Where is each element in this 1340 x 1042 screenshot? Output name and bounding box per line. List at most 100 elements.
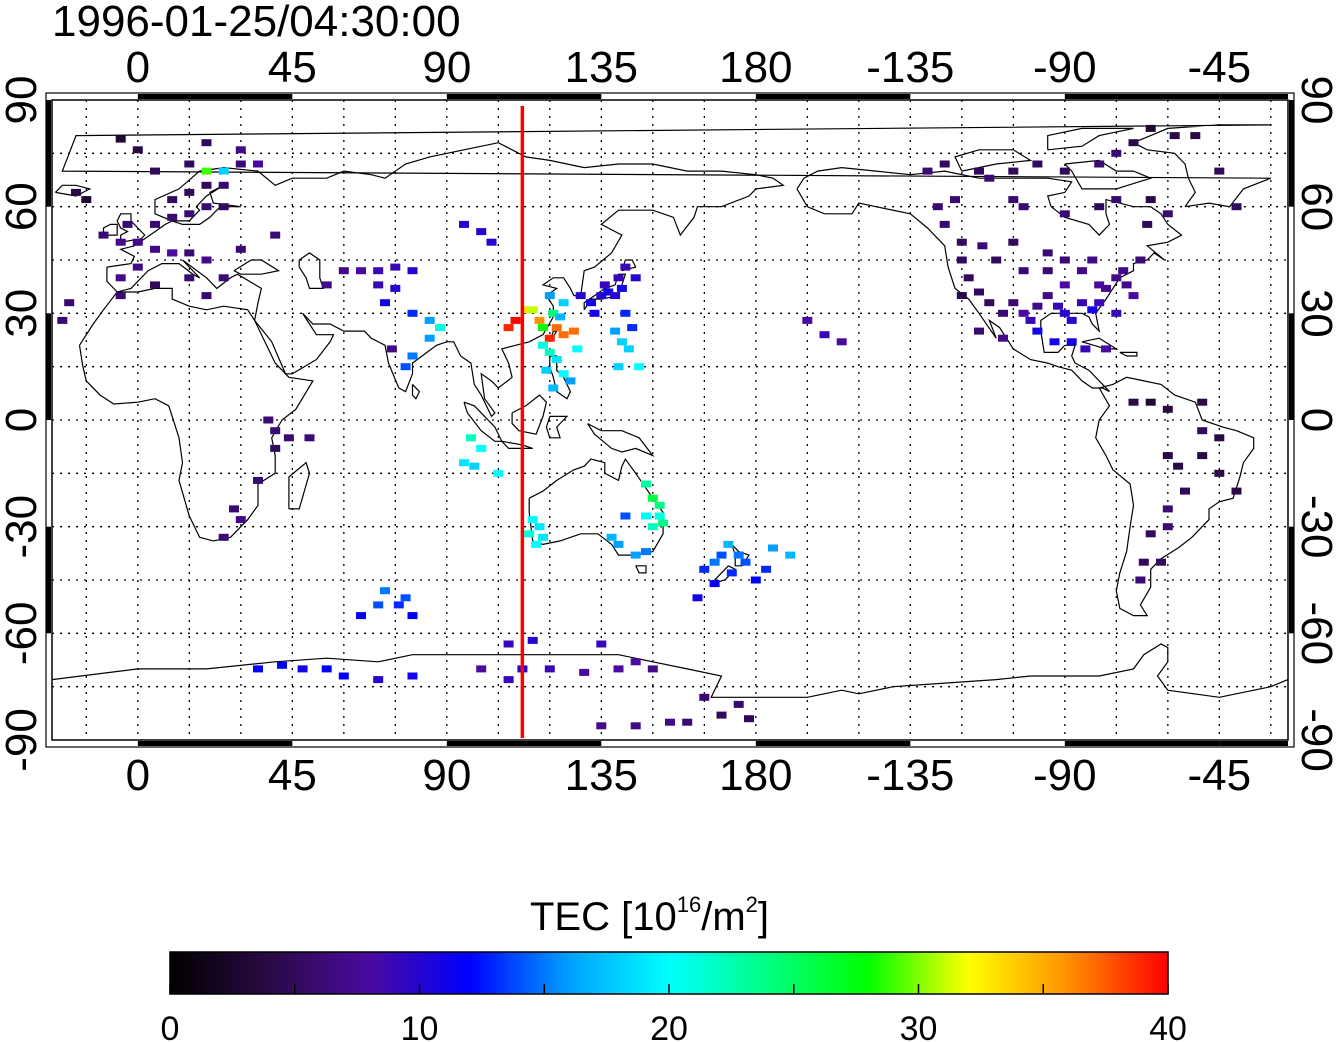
tec-cell (201, 256, 212, 264)
tec-cell (630, 274, 641, 282)
tec-cell (1214, 167, 1225, 175)
tec-cell (520, 306, 531, 314)
tec-cell (1118, 267, 1129, 275)
tec-cell (977, 242, 988, 250)
tec-cell (167, 249, 178, 257)
tec-cell (1080, 345, 1091, 353)
tec-cell (1094, 281, 1105, 289)
lat-tick-label-left: 30 (0, 289, 46, 338)
tec-cell (630, 551, 641, 559)
tec-cell (1138, 558, 1149, 566)
tec-cell (641, 548, 651, 556)
tec-cell (235, 160, 246, 168)
lon-tick-label-top: 90 (422, 43, 471, 92)
tec-cell (939, 220, 950, 228)
lon-tick-label-top: -90 (1033, 43, 1097, 92)
tec-cell (575, 292, 586, 300)
tec-cell (150, 245, 160, 253)
tec-cell (283, 434, 294, 442)
tec-cell (1111, 309, 1122, 317)
lon-tick-label-bottom: -45 (1188, 751, 1252, 800)
tec-cell (589, 309, 600, 317)
tec-cell (1162, 210, 1173, 218)
tec-cell (253, 160, 263, 168)
lat-tick-label-right: 30 (1292, 289, 1340, 338)
tec-cell (974, 327, 984, 335)
tec-cell (407, 352, 418, 360)
coastline (288, 461, 311, 510)
tec-cell (400, 594, 411, 602)
tec-cell (613, 540, 624, 548)
lat-tick-label-right: -60 (1292, 602, 1340, 666)
tec-cell (407, 267, 418, 275)
tec-cell (115, 292, 126, 300)
tec-cell (373, 281, 384, 289)
frame-bar-left (46, 313, 51, 420)
tec-cell (235, 146, 246, 154)
tec-cell (1077, 267, 1087, 275)
tec-cell (1111, 274, 1122, 282)
tec-cell (459, 459, 469, 467)
tec-cell (558, 331, 569, 339)
lat-tick-label-right: -90 (1292, 708, 1340, 772)
colorbar-tick-label: 0 (161, 1010, 180, 1042)
tec-cell (538, 533, 548, 541)
tec-cell (647, 494, 658, 502)
lon-tick-label-bottom: 90 (422, 751, 471, 800)
tec-cell (1008, 196, 1019, 204)
frame-bar-bottom (1219, 741, 1288, 746)
coastline (61, 124, 1272, 208)
tec-cell (1059, 309, 1070, 317)
tec-cell (1128, 139, 1139, 147)
tec-cell (620, 512, 631, 520)
tec-cell (998, 309, 1008, 317)
lat-lon-grid (52, 100, 1288, 740)
coastline (954, 149, 1033, 172)
tec-cell (218, 203, 229, 211)
tec-cell (606, 533, 617, 541)
tec-cell (534, 523, 545, 531)
tec-cell (922, 167, 933, 175)
coastline (587, 423, 655, 458)
tec-cell (616, 284, 627, 292)
frame-bar-bottom (446, 741, 602, 746)
tec-cell (1180, 487, 1190, 495)
tec-cell (270, 427, 281, 435)
lon-tick-label-top: 0 (126, 43, 150, 92)
tec-cell (184, 160, 195, 168)
tec-cell (1162, 405, 1173, 413)
coastline (511, 394, 548, 435)
tec-cell (1018, 309, 1029, 317)
tec-cell (555, 313, 566, 321)
tec-cell (510, 316, 521, 324)
tec-cell (184, 210, 195, 218)
tec-cell (1145, 124, 1156, 132)
tec-cell (373, 676, 384, 684)
tec-cell (551, 356, 562, 364)
tec-cell (630, 722, 641, 730)
coastline (796, 166, 1183, 393)
tec-cell (297, 665, 308, 673)
tec-cell (1101, 284, 1111, 292)
lat-tick-label-right: -30 (1292, 495, 1340, 559)
tec-cell (610, 292, 621, 300)
tec-cell (150, 281, 160, 289)
tec-cell (400, 363, 411, 371)
tec-cell (167, 196, 178, 204)
colorbar-label-sup1: 16 (677, 892, 701, 917)
coastline (172, 184, 241, 225)
tec-cell (1032, 160, 1043, 168)
frame-bar-left (46, 100, 51, 207)
tec-cell (386, 345, 397, 353)
coastline (411, 383, 421, 400)
tec-cell (1053, 302, 1063, 310)
tec-cell (338, 672, 349, 680)
coastline (1119, 351, 1138, 357)
tec-cell (1059, 167, 1070, 175)
tec-cell (270, 444, 281, 452)
tec-cell (616, 338, 627, 346)
tec-cell (1214, 469, 1225, 477)
tec-cell (1128, 398, 1139, 406)
tec-cell (568, 327, 579, 335)
